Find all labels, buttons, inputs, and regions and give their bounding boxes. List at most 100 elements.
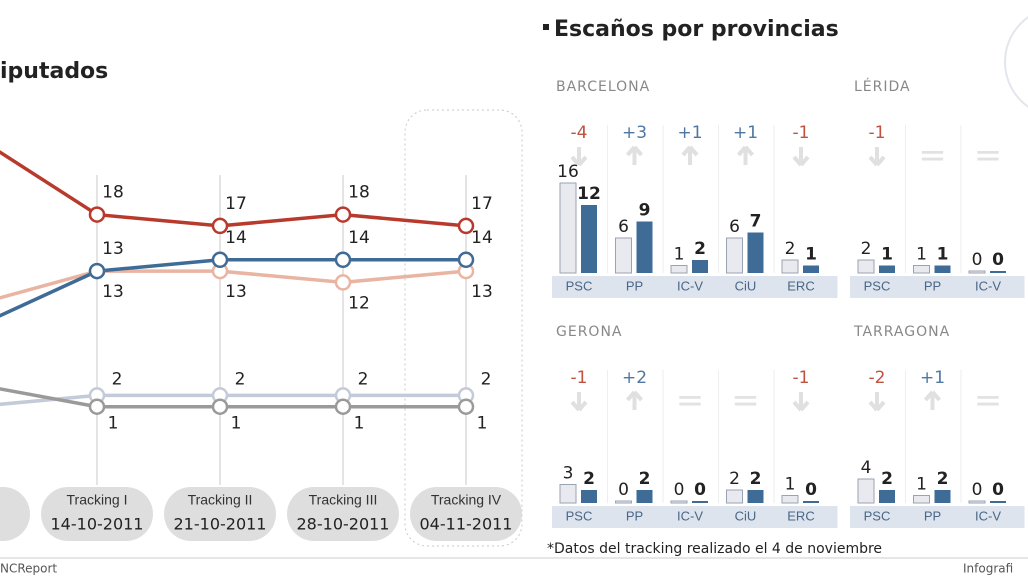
x-tick-date: 21-10-2011 (174, 515, 267, 534)
data-point (88, 262, 106, 280)
bar (559, 182, 577, 274)
data-label: 2 (881, 469, 893, 489)
footnote: *Datos del tracking realizado el 4 de no… (547, 541, 882, 557)
x-tick-label: PSC (566, 278, 593, 293)
data-label: 2 (729, 469, 740, 489)
data-label: 1 (881, 245, 893, 265)
data-label: 2 (235, 369, 246, 389)
change-arrow (736, 145, 755, 165)
data-label: 14 (471, 228, 493, 248)
data-label: 10 (0, 316, 1, 336)
data-label: 13 (102, 282, 124, 302)
data-label: 18 (348, 183, 370, 203)
data-label: 2 (937, 469, 949, 489)
change-arrow (792, 147, 810, 167)
data-label: 3 (563, 464, 574, 484)
change-arrow (625, 390, 644, 410)
category-pill (0, 487, 30, 541)
bar (692, 260, 708, 273)
bar (615, 500, 632, 504)
data-label: 2 (639, 469, 651, 489)
change-label: -1 (869, 123, 886, 143)
change-arrow (570, 147, 588, 167)
x-tick-date: 14-10-2011 (51, 515, 144, 534)
change-label: +1 (677, 123, 702, 143)
bar (581, 490, 597, 503)
data-label: 0 (805, 480, 817, 500)
bar (968, 500, 986, 504)
x-tick-label: IC-V (975, 508, 1001, 523)
change-equal: = (731, 381, 760, 421)
data-label: 1 (916, 245, 927, 265)
data-point (457, 217, 475, 235)
x-tick-label: PP (626, 278, 643, 293)
data-label: 14 (348, 228, 370, 248)
data-label: 12 (348, 293, 370, 313)
data-label: 2 (112, 369, 123, 389)
x-tick-label: ERC (787, 508, 814, 523)
data-label: 18 (102, 183, 124, 203)
data-label: 13 (471, 282, 493, 302)
panel-name: BARCELONA (556, 79, 650, 95)
data-point (211, 217, 229, 235)
bar (581, 205, 597, 273)
bar (968, 270, 986, 274)
change-label: -4 (571, 123, 588, 143)
x-tick-label: PSC (864, 508, 891, 523)
data-label: 6 (729, 217, 740, 237)
data-point (211, 398, 229, 415)
bar (781, 495, 799, 504)
bar (670, 265, 688, 274)
data-label: 14 (225, 228, 247, 248)
data-label: 1 (477, 414, 488, 434)
x-tick-label: Tracking IV (431, 492, 502, 508)
data-point (334, 206, 352, 223)
data-point (457, 251, 475, 269)
x-tick-label: PP (626, 508, 643, 523)
data-label: 0 (972, 250, 983, 270)
category-strip (850, 506, 1025, 528)
change-label: -2 (869, 368, 886, 388)
data-label: 0 (618, 480, 629, 500)
change-label: -1 (571, 368, 588, 388)
x-tick-label: PSC (566, 508, 593, 523)
bar (803, 501, 819, 503)
data-label: 1 (108, 414, 119, 434)
data-label: 1 (354, 414, 365, 434)
change-equal: = (974, 136, 1003, 176)
data-point (334, 251, 352, 269)
data-label: 7 (750, 212, 762, 232)
change-equal: = (974, 381, 1003, 421)
x-tick-label: PP (924, 278, 941, 293)
change-arrow (681, 145, 699, 165)
data-label: 17 (225, 194, 247, 214)
bar (803, 265, 819, 273)
data-label: 0 (992, 480, 1004, 500)
change-label: -1 (793, 123, 810, 143)
data-label: 2 (481, 369, 492, 389)
x-tick-label: Tracking I (67, 492, 128, 508)
bar (934, 265, 951, 273)
data-label: 2 (694, 239, 706, 259)
bar (747, 490, 764, 503)
data-label: 2 (750, 469, 762, 489)
change-label: +3 (622, 123, 647, 143)
bar (636, 490, 653, 503)
change-arrow (570, 392, 588, 412)
x-tick-date: 28-10-2011 (297, 515, 390, 534)
data-label: 0 (694, 480, 706, 500)
change-arrow (923, 390, 942, 410)
data-label: 17 (471, 194, 493, 214)
x-tick-label: IC-V (975, 278, 1001, 293)
data-label: 1 (231, 414, 242, 434)
x-tick-label: IC-V (677, 278, 703, 293)
panel-name: LÉRIDA (854, 78, 911, 95)
data-label: 25 (0, 104, 1, 124)
bar (726, 489, 743, 504)
bar (990, 271, 1006, 273)
x-tick-label: CiU (735, 508, 757, 523)
data-label: 6 (618, 217, 629, 237)
data-label: 13 (102, 239, 124, 259)
bar (692, 501, 708, 503)
